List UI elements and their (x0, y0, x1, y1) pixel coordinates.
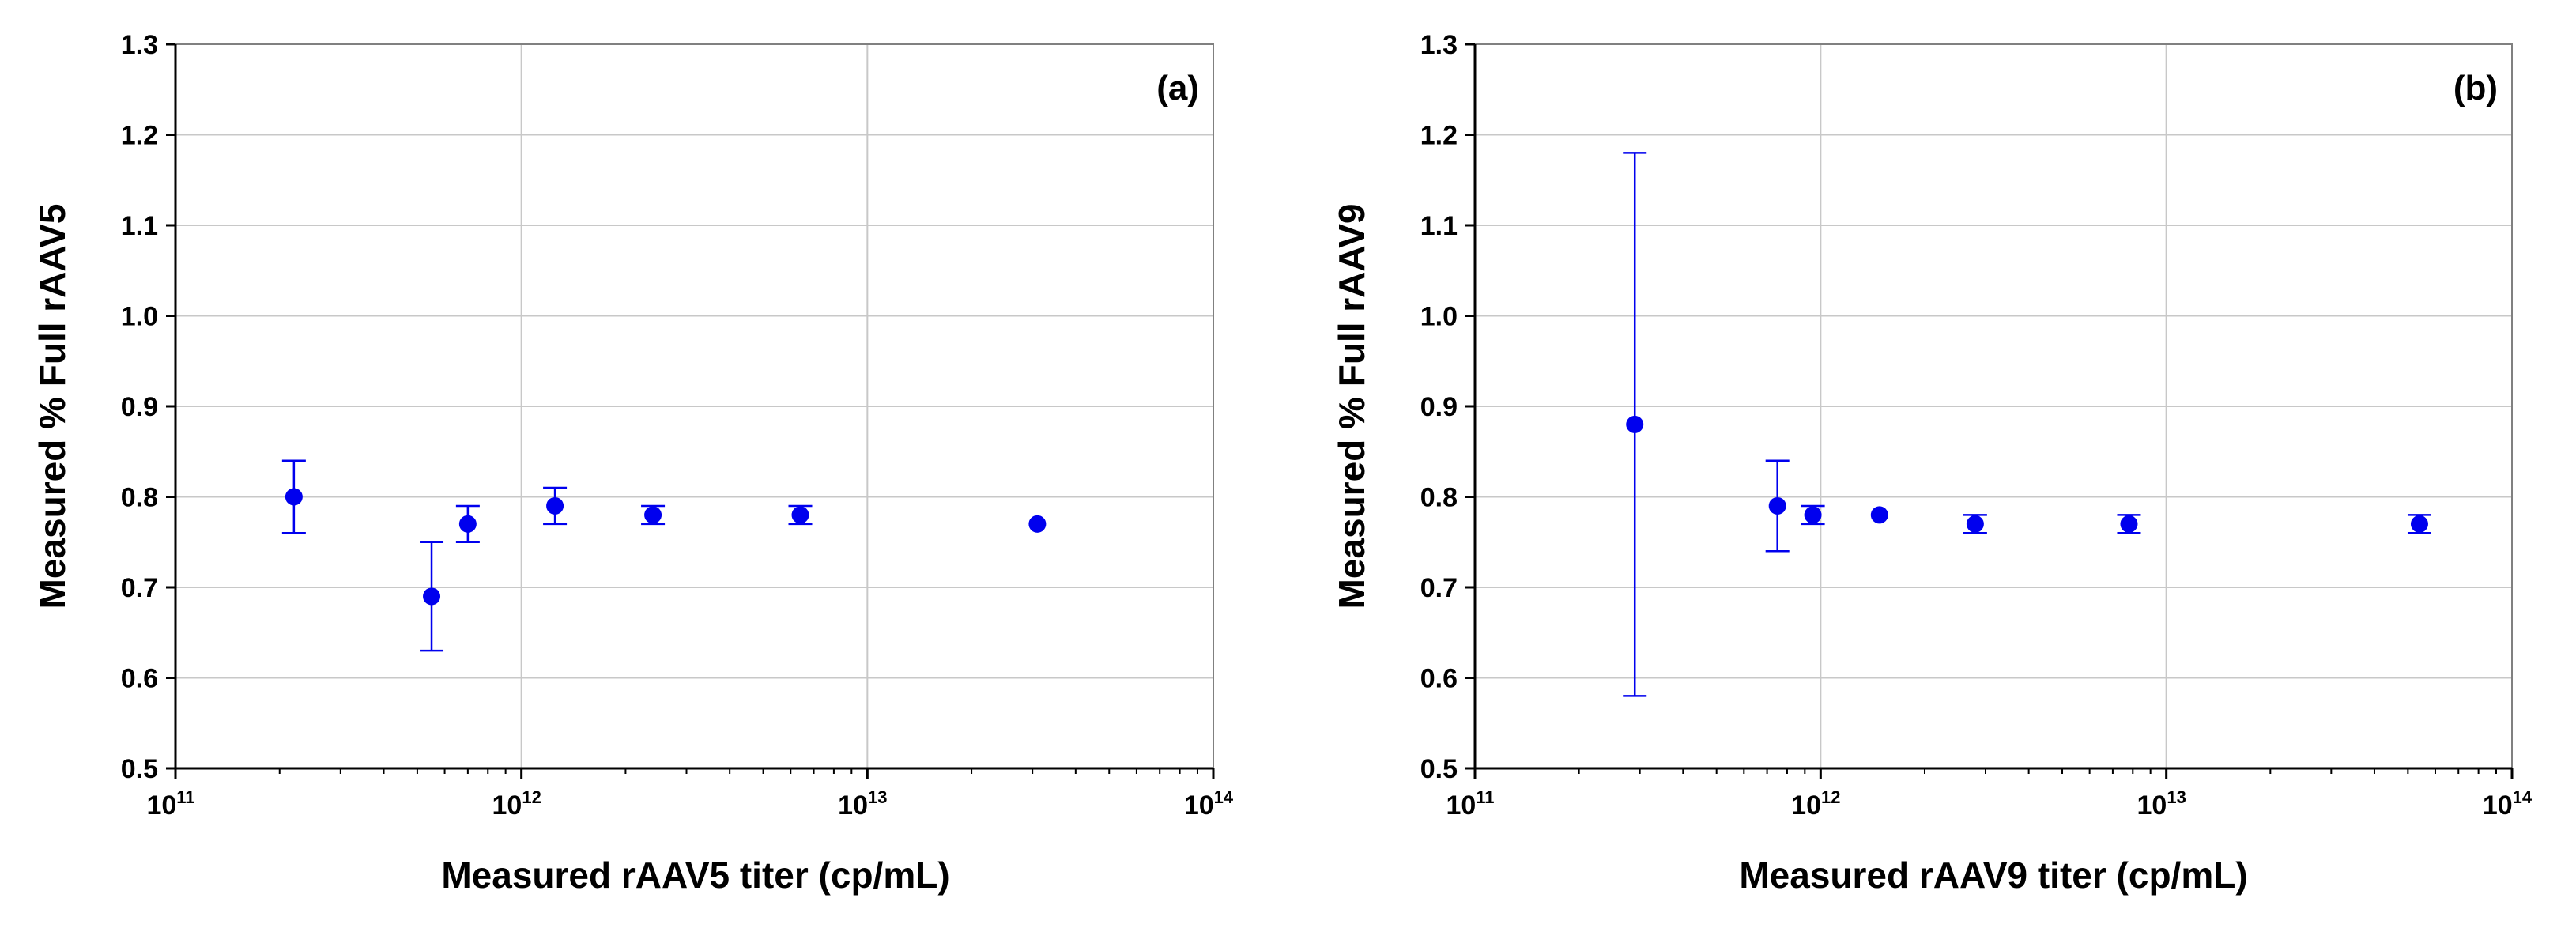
x-tick-base: 10 (1446, 791, 1476, 821)
x-tick-label: 1011 (146, 787, 194, 821)
x-tick-exponent: 13 (868, 787, 887, 807)
data-point (285, 488, 303, 506)
data-point (791, 506, 809, 524)
y-tick-label: 0.8 (121, 483, 158, 513)
x-tick-base: 10 (1791, 791, 1821, 821)
data-point (1768, 496, 1786, 515)
data-point (546, 496, 564, 515)
y-tick-label: 0.5 (121, 754, 158, 784)
data-point (2410, 515, 2428, 533)
x-tick-base: 10 (492, 791, 522, 821)
y-tick-label: 0.7 (1420, 573, 1458, 603)
y-tick-label: 0.9 (121, 392, 158, 422)
y-axis-title: Measured % Full rAAV9 (1331, 204, 1372, 609)
y-tick-label: 0.6 (121, 664, 158, 694)
x-tick-label: 1012 (492, 787, 541, 821)
data-point (1028, 515, 1047, 533)
y-tick-label: 0.8 (1420, 483, 1458, 513)
x-tick-label: 1011 (1446, 787, 1494, 821)
x-tick-label: 1012 (1791, 787, 1840, 821)
x-tick-base: 10 (2137, 791, 2167, 821)
x-tick-exponent: 12 (522, 787, 541, 807)
x-tick-base: 10 (146, 791, 176, 821)
x-axis-title: Measured rAAV9 titer (cp/mL) (1739, 855, 2247, 896)
data-point (2120, 515, 2138, 533)
data-point (1804, 506, 1822, 524)
x-tick-exponent: 13 (2167, 787, 2186, 807)
y-tick-label: 0.5 (1420, 754, 1458, 784)
x-tick-exponent: 11 (176, 787, 194, 807)
y-tick-label: 1.2 (121, 121, 158, 151)
panel-label: (a) (1156, 69, 1199, 108)
y-tick-label: 0.9 (1420, 392, 1458, 422)
y-tick-label: 0.7 (121, 573, 158, 603)
x-tick-label: 1014 (1184, 787, 1234, 821)
y-tick-label: 1.2 (1420, 121, 1458, 151)
data-point (458, 515, 477, 533)
data-point (1966, 515, 1984, 533)
x-tick-base: 10 (1184, 791, 1214, 821)
panel-label: (b) (2453, 69, 2498, 108)
data-point (1626, 415, 1644, 433)
x-tick-exponent: 14 (2513, 787, 2533, 807)
y-axis-title: Measured % Full rAAV5 (32, 204, 73, 609)
y-tick-label: 1.1 (1420, 211, 1458, 241)
data-point (644, 506, 662, 524)
x-axis-title: Measured rAAV5 titer (cp/mL) (441, 855, 949, 896)
x-tick-exponent: 12 (1821, 787, 1840, 807)
y-tick-label: 0.6 (1420, 664, 1458, 694)
x-tick-label: 1014 (2483, 787, 2533, 821)
x-tick-exponent: 11 (1476, 787, 1494, 807)
x-tick-label: 1013 (838, 787, 887, 821)
x-tick-label: 1013 (2137, 787, 2186, 821)
y-tick-label: 1.0 (1420, 302, 1458, 332)
x-tick-exponent: 14 (1214, 787, 1234, 807)
y-tick-label: 1.0 (121, 302, 158, 332)
x-tick-base: 10 (2483, 791, 2513, 821)
y-tick-label: 1.3 (1420, 30, 1458, 60)
data-point (1870, 506, 1888, 524)
y-tick-label: 1.3 (121, 30, 158, 60)
x-tick-base: 10 (838, 791, 868, 821)
y-tick-label: 1.1 (121, 211, 158, 241)
data-point (423, 587, 441, 606)
